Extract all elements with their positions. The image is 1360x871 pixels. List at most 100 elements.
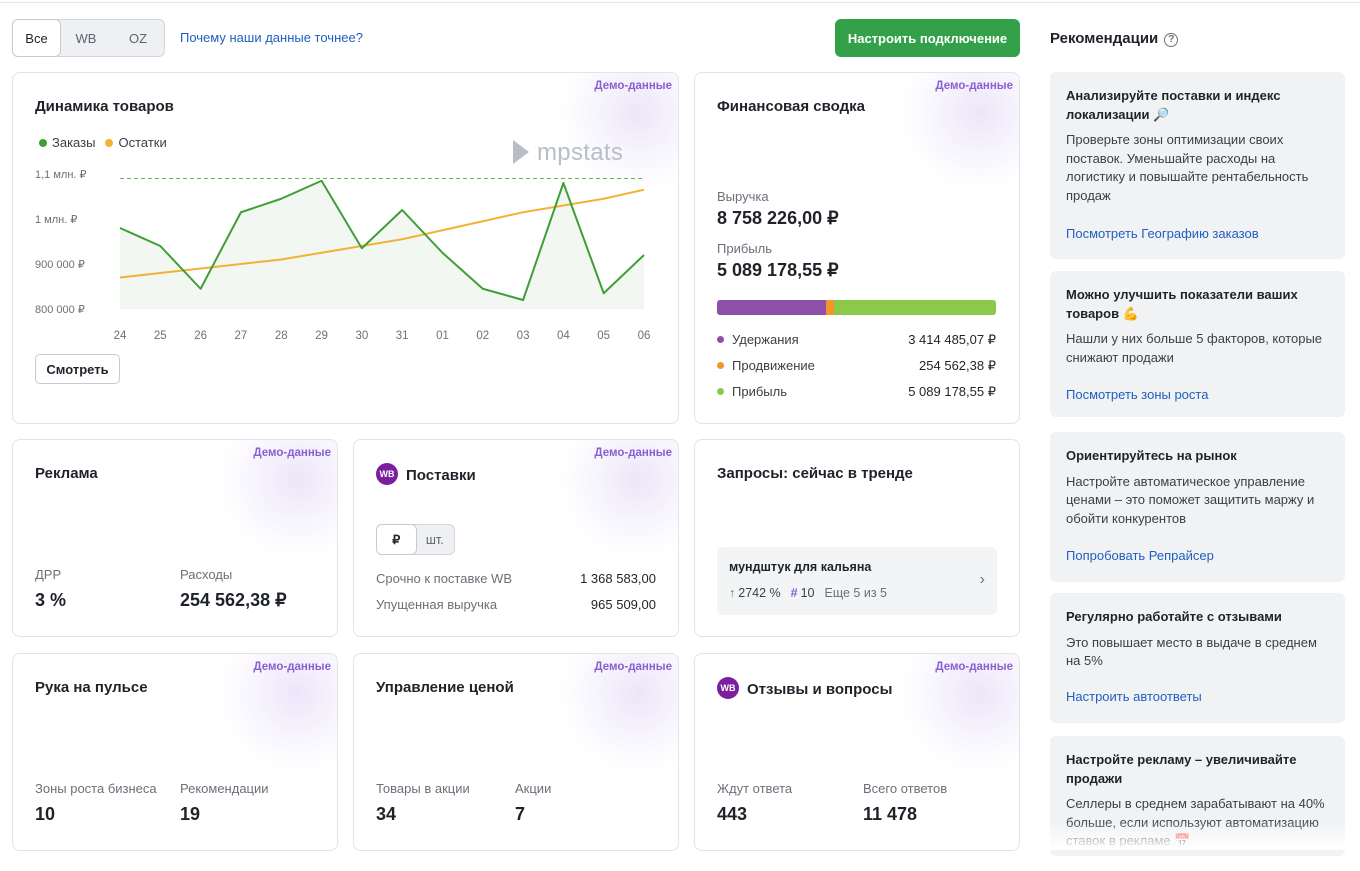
- recs-value: 19: [180, 804, 201, 824]
- spend-value: 254 562,38 ₽: [180, 590, 287, 610]
- ads-card[interactable]: Демо-данные Реклама ДРР 3 % Расходы 254 …: [12, 439, 338, 637]
- setup-connection-button[interactable]: Настроить подключение: [835, 19, 1020, 57]
- chevron-right-icon: ›: [979, 571, 985, 588]
- recommendation-title: Регулярно работайте с отзывами: [1066, 609, 1282, 624]
- unit-pcs[interactable]: шт.: [425, 532, 444, 547]
- x-tick-label: 01: [436, 330, 449, 342]
- pulse-card[interactable]: Демо-данные Рука на пульсе Зоны роста би…: [12, 653, 338, 851]
- y-tick-label: 1 млн. ₽: [35, 214, 77, 226]
- x-tick-label: 26: [194, 330, 207, 342]
- profit-value: 5 089 178,55 ₽: [717, 260, 839, 280]
- x-tick-label: 25: [154, 330, 167, 342]
- recommendation-card: Ориентируйтесь на рынок Настройте автома…: [1050, 432, 1345, 582]
- trend-query-item[interactable]: мундштук для кальяна ↑ 2742 % #10 Еще 5 и…: [717, 547, 997, 615]
- supply-row-urgent: Срочно к поставке WB 1 368 583,00: [376, 571, 656, 586]
- total-answers-label: Всего ответов: [863, 781, 948, 796]
- recommendation-text: Настройте автоматическое управление цена…: [1066, 473, 1315, 526]
- finance-summary-card: Демо-данные Финансовая сводка Выручка 8 …: [694, 72, 1020, 424]
- finance-row-promotion: Продвижение 254 562,38 ₽: [717, 358, 996, 374]
- demo-data-badge: Демо-данные: [253, 447, 331, 459]
- card-title: WB Отзывы и вопросы: [717, 677, 892, 701]
- legend-orders[interactable]: Заказы: [39, 135, 95, 150]
- reviews-card[interactable]: Демо-данные WB Отзывы и вопросы Ждут отве…: [694, 653, 1020, 851]
- card-title: Реклама: [35, 465, 98, 482]
- waiting-value: 443: [717, 804, 748, 824]
- x-tick-label: 30: [355, 330, 368, 342]
- wb-logo-icon: WB: [717, 677, 739, 699]
- growth-zones-link[interactable]: Посмотреть зоны роста: [1066, 387, 1209, 402]
- finance-breakdown-bar: [717, 300, 996, 315]
- x-tick-label: 03: [517, 330, 530, 342]
- recs-label: Рекомендации: [180, 781, 269, 796]
- growth-zones-value: 10: [35, 804, 56, 824]
- recommendation-text: Это повышает место в выдаче в среднем на…: [1066, 634, 1317, 669]
- x-tick-label: 24: [114, 330, 127, 342]
- revenue-value: 8 758 226,00 ₽: [717, 208, 839, 228]
- drr-label: ДРР: [35, 567, 62, 582]
- demo-data-badge: Демо-данные: [594, 447, 672, 459]
- filter-tab-oz[interactable]: OZ: [128, 30, 148, 46]
- card-title: Рука на пульсе: [35, 679, 148, 696]
- legend-stock[interactable]: Остатки: [105, 135, 167, 150]
- trending-queries-card: Запросы: сейчас в тренде мундштук для ка…: [694, 439, 1020, 637]
- arrow-up-icon: ↑: [729, 586, 736, 600]
- scroll-fade: [1050, 820, 1345, 850]
- growth-zones-label: Зоны роста бизнеса: [35, 781, 157, 796]
- wb-logo-icon: WB: [376, 463, 398, 485]
- x-tick-label: 28: [275, 330, 288, 342]
- x-tick-label: 04: [557, 330, 570, 342]
- filter-tab-wb[interactable]: WB: [75, 30, 97, 46]
- recommendation-text: Проверьте зоны оптимизации своих поставо…: [1066, 132, 1309, 203]
- revenue-label: Выручка: [717, 189, 769, 204]
- recommendation-title: Ориентируйтесь на рынок: [1066, 448, 1237, 463]
- hash-icon: #: [790, 586, 798, 600]
- trend-query-name: мундштук для кальяна: [729, 560, 872, 574]
- recommendation-text: Нашли у них больше 5 факторов, которые с…: [1066, 331, 1323, 365]
- card-title: Управление ценой: [376, 679, 514, 696]
- repricer-link[interactable]: Попробовать Репрайсер: [1066, 548, 1214, 563]
- demo-data-badge: Демо-данные: [935, 80, 1013, 92]
- price-management-card[interactable]: Демо-данные Управление ценой Товары в ак…: [353, 653, 679, 851]
- card-title: Финансовая сводка: [717, 98, 865, 115]
- unit-rub[interactable]: ₽: [376, 524, 417, 555]
- why-data-accurate-link[interactable]: Почему наши данные точнее?: [180, 30, 363, 45]
- x-tick-label: 27: [235, 330, 248, 342]
- promo-items-label: Товары в акции: [376, 781, 470, 796]
- total-answers-value: 11 478: [863, 804, 918, 824]
- promos-label: Акции: [515, 781, 552, 796]
- dynamics-line-chart: 1,1 млн. ₽ 1 млн. ₽ 900 000 ₽ 800 000 ₽ 24 25…: [35, 169, 650, 342]
- supply-row-lost-revenue: Упущенная выручка 965 509,00: [376, 597, 656, 612]
- recommendations-title: Рекомендации?: [1050, 30, 1179, 48]
- auto-replies-link[interactable]: Настроить автоответы: [1066, 689, 1202, 704]
- card-title: WB Поставки: [376, 463, 476, 487]
- breakdown-segment-1: [825, 300, 834, 315]
- x-tick-label: 29: [315, 330, 328, 342]
- top-divider: [0, 2, 1360, 3]
- demo-data-badge: Демо-данные: [594, 661, 672, 673]
- filter-tab-all[interactable]: Все: [12, 19, 61, 57]
- recommendation-card: Регулярно работайте с отзывами Это повыш…: [1050, 593, 1345, 723]
- view-button[interactable]: Смотреть: [35, 354, 120, 384]
- mpstats-watermark: mpstats: [513, 139, 623, 167]
- marketplace-filter: Все WB OZ: [12, 19, 165, 57]
- recommendation-card: Можно улучшить показатели ваших товаров …: [1050, 271, 1345, 417]
- finance-row-profit: Прибыль 5 089 178,55 ₽: [717, 384, 996, 400]
- y-tick-label: 800 000 ₽: [35, 304, 85, 316]
- recommendation-title: Настройте рекламу – увеличивайте продажи: [1066, 752, 1297, 786]
- x-tick-label: 31: [396, 330, 409, 342]
- mpstats-logo-icon: [513, 139, 529, 164]
- recommendation-title: Анализируйте поставки и индекс локализац…: [1066, 88, 1281, 122]
- x-tick-label: 05: [597, 330, 610, 342]
- supplies-card[interactable]: Демо-данные WB Поставки ₽ шт. Срочно к по…: [353, 439, 679, 637]
- profit-label: Прибыль: [717, 241, 772, 256]
- spend-label: Расходы: [180, 567, 233, 582]
- breakdown-segment-2: [833, 300, 996, 315]
- unit-toggle: ₽ шт.: [376, 524, 455, 555]
- help-icon[interactable]: ?: [1164, 32, 1179, 47]
- promo-items-value: 34: [376, 804, 397, 824]
- demo-data-badge: Демо-данные: [594, 80, 672, 92]
- orders-series-line: [119, 179, 645, 301]
- orders-geography-link[interactable]: Посмотреть Географию заказов: [1066, 226, 1259, 241]
- chart-legend: Заказы Остатки: [39, 135, 167, 150]
- orders-area: [120, 180, 644, 309]
